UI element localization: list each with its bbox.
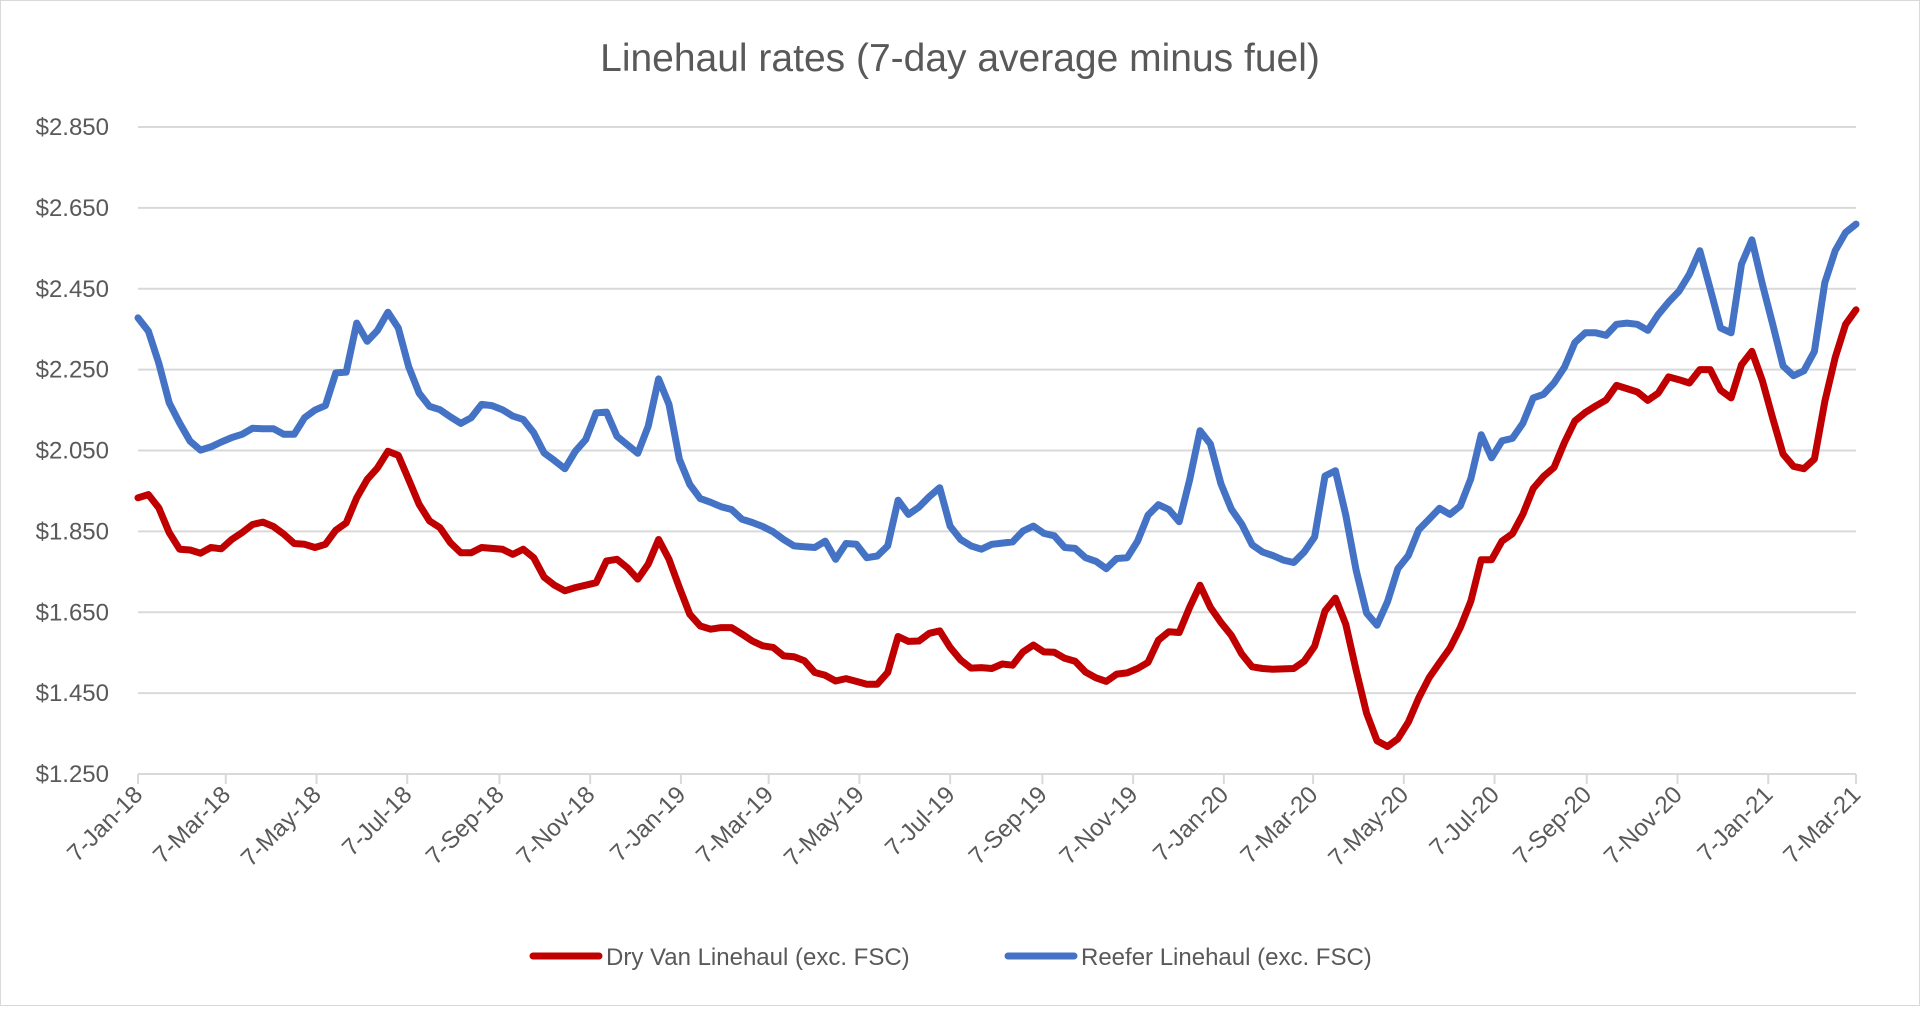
x-tick-label: 7-Nov-20 xyxy=(1599,781,1688,870)
y-tick-label: $1.450 xyxy=(36,680,109,707)
gridlines xyxy=(138,126,1856,775)
y-tick-label: $2.050 xyxy=(36,438,109,465)
x-tick-label: 7-Jul-19 xyxy=(880,781,960,861)
x-tick-label: 7-May-20 xyxy=(1323,781,1414,872)
y-tick-label: $1.250 xyxy=(36,761,109,788)
legend: Dry Van Linehaul (exc. FSC) Reefer Lineh… xyxy=(529,944,1372,971)
x-tick-label: 7-Mar-18 xyxy=(148,781,236,869)
series-lines xyxy=(134,220,1860,750)
x-axis: 7-Jan-18 7-Mar-18 7-May-18 7-Jul-18 7-Sep-18… xyxy=(62,773,1866,872)
y-tick-label: $2.250 xyxy=(36,357,109,384)
x-tick-label: 7-May-18 xyxy=(236,781,327,872)
x-tick-label: 7-Sep-18 xyxy=(421,781,510,870)
x-tick-label: 7-Jan-21 xyxy=(1692,781,1778,867)
x-tick-label: 7-Nov-18 xyxy=(512,781,601,870)
y-tick-label: $2.850 xyxy=(36,114,109,141)
x-tick-label: 7-Mar-21 xyxy=(1778,781,1866,869)
y-tick-label: $1.850 xyxy=(36,518,109,545)
x-tick-label: 7-Jan-20 xyxy=(1148,781,1234,867)
x-tick-label: 7-Sep-20 xyxy=(1508,781,1597,870)
x-tick-label: 7-Nov-19 xyxy=(1054,781,1143,870)
y-tick-label: $1.650 xyxy=(36,599,109,626)
x-tick-label: 7-Sep-19 xyxy=(964,781,1053,870)
y-tick-label: $2.450 xyxy=(36,276,109,303)
legend-label-dry-van: Dry Van Linehaul (exc. FSC) xyxy=(606,944,910,971)
legend-item-dry-van[interactable]: Dry Van Linehaul (exc. FSC) xyxy=(529,944,910,971)
series-line-reefer xyxy=(134,220,1860,629)
x-tick-label: 7-Mar-20 xyxy=(1235,781,1323,869)
x-tick-label: 7-May-19 xyxy=(779,781,870,872)
x-tick-label: 7-Jan-18 xyxy=(62,781,148,867)
y-tick-label: $2.650 xyxy=(36,195,109,222)
legend-label-reefer: Reefer Linehaul (exc. FSC) xyxy=(1081,944,1372,971)
x-tick-label: 7-Jul-20 xyxy=(1424,781,1504,861)
x-tick-label: 7-Mar-19 xyxy=(691,781,779,869)
x-tick-label: 7-Jul-18 xyxy=(337,781,417,861)
chart-title: Linehaul rates (7-day average minus fuel… xyxy=(600,37,1320,80)
y-axis: $2.850 $2.650 $2.450 $2.250 $2.050 $1.850 $1.6… xyxy=(36,114,109,788)
legend-item-reefer[interactable]: Reefer Linehaul (exc. FSC) xyxy=(1004,944,1372,971)
series-line-dry-van xyxy=(134,306,1860,750)
x-tick-label: 7-Jan-19 xyxy=(605,781,691,867)
